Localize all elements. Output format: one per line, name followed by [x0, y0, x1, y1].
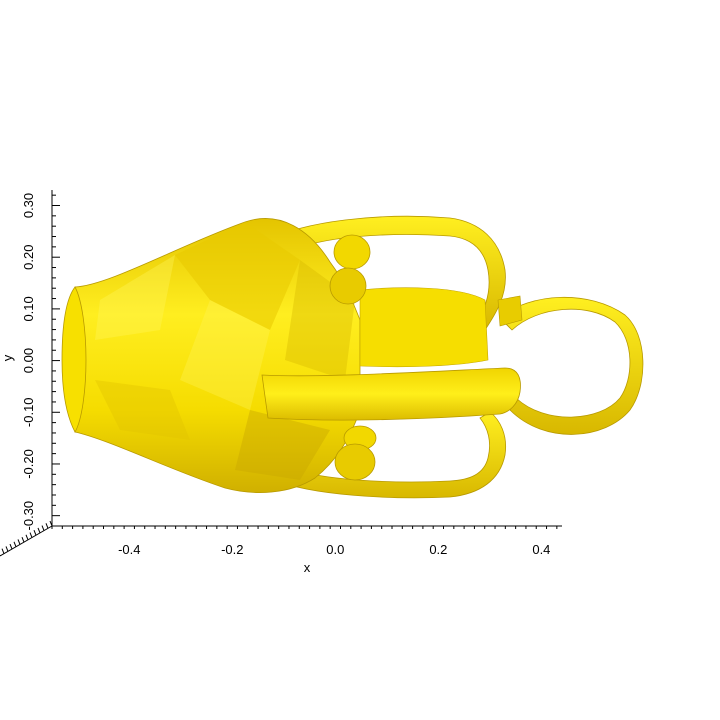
y-tick-label: 0.20 [21, 245, 36, 270]
knob-upper-2 [329, 267, 367, 305]
body-facet-1 [175, 222, 300, 330]
z-minor-tick [45, 523, 49, 529]
z-minor-tick [25, 534, 29, 541]
z-minor-tick [49, 520, 53, 527]
x-axis-ticks: -0.4 -0.2 0.0 0.2 0.4 [51, 526, 558, 557]
x-axis-title: x [304, 560, 311, 575]
y-tick-label: -0.10 [21, 397, 36, 427]
knob-upper-1 [333, 234, 371, 270]
body-facet-3 [235, 410, 330, 480]
knob-lower-2 [334, 443, 376, 481]
body-facet-2 [180, 300, 270, 410]
y-axis-title: y [0, 354, 15, 361]
body-facet-6 [95, 380, 190, 440]
y-tick-label: -0.30 [21, 501, 36, 531]
z-axis-stub [0, 520, 53, 557]
x-tick-label: 0.4 [532, 542, 550, 557]
z-minor-tick [41, 525, 45, 531]
y-tick-label: 0.10 [21, 296, 36, 321]
x-tick-label: -0.4 [118, 542, 140, 557]
z-minor-tick [21, 536, 25, 543]
z-minor-tick [33, 530, 37, 536]
axes: -0.4 -0.2 0.0 0.2 0.4 -0.30 -0.20 -0.10 0.00 0.1… [0, 190, 562, 575]
z-minor-tick [13, 541, 17, 547]
z-minor-tick [29, 532, 33, 538]
neck-upper-band [359, 287, 489, 368]
ring-connector [497, 295, 523, 327]
x-tick-label: 0.2 [429, 542, 447, 557]
y-tick-label: 0.30 [21, 193, 36, 218]
x-tick-label: 0.0 [326, 542, 344, 557]
amphora-mesh [61, 215, 644, 499]
z-minor-tick [17, 539, 21, 545]
z-minor-tick [37, 527, 41, 534]
y-axis-ticks: -0.30 -0.20 -0.10 0.00 0.10 0.20 0.30 [21, 193, 60, 531]
amphora-neck [261, 367, 521, 421]
body-facet-5 [95, 255, 175, 340]
y-tick-label: 0.00 [21, 348, 36, 373]
y-tick-label: -0.20 [21, 449, 36, 479]
z-minor-tick [1, 548, 5, 554]
z-minor-tick [9, 543, 13, 550]
amphora-mouth [61, 286, 87, 433]
x-tick-label: -0.2 [221, 542, 243, 557]
z-minor-tick [5, 546, 9, 552]
